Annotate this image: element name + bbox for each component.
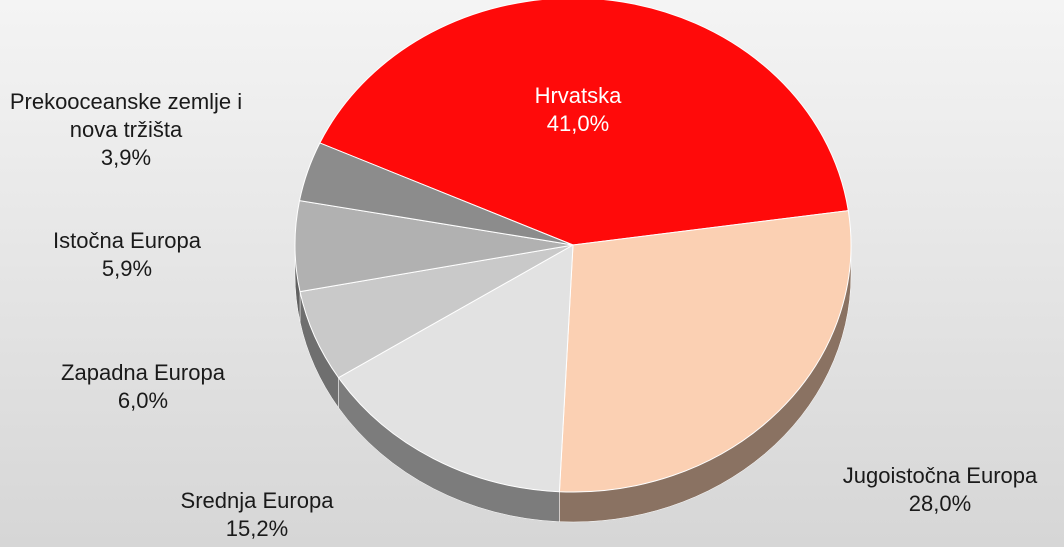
slice	[319, 0, 849, 246]
value-label: 5,9%	[101, 256, 153, 281]
slice	[298, 142, 574, 246]
category-label: Istočna Europa	[53, 228, 201, 253]
slice-label: Hrvatska 41,0%	[453, 82, 703, 138]
category-label: Zapadna Europa	[61, 360, 225, 385]
slice-label: Jugoistočna Europa 28,0%	[815, 462, 1064, 518]
value-label: 6,0%	[117, 388, 169, 413]
value-label: 3,9%	[100, 145, 152, 170]
category-label: Prekooceanske zemlje i nova tržišta	[9, 89, 243, 142]
value-label: 28,0%	[908, 491, 972, 516]
category-label: Jugoistočna Europa	[842, 463, 1038, 488]
slice	[337, 244, 574, 493]
value-label: 15,2%	[225, 516, 289, 541]
slice-label: Zapadna Europa 6,0%	[18, 359, 268, 415]
value-label: 41,0%	[546, 111, 610, 136]
slice-label: Srednja Europa 15,2%	[132, 487, 382, 543]
slice-label: Prekooceanske zemlje i nova tržišta 3,9%	[1, 88, 251, 172]
category-label: Hrvatska	[534, 83, 622, 108]
slice	[558, 210, 852, 493]
slice-label: Istočna Europa 5,9%	[2, 227, 252, 283]
category-label: Srednja Europa	[180, 488, 334, 513]
